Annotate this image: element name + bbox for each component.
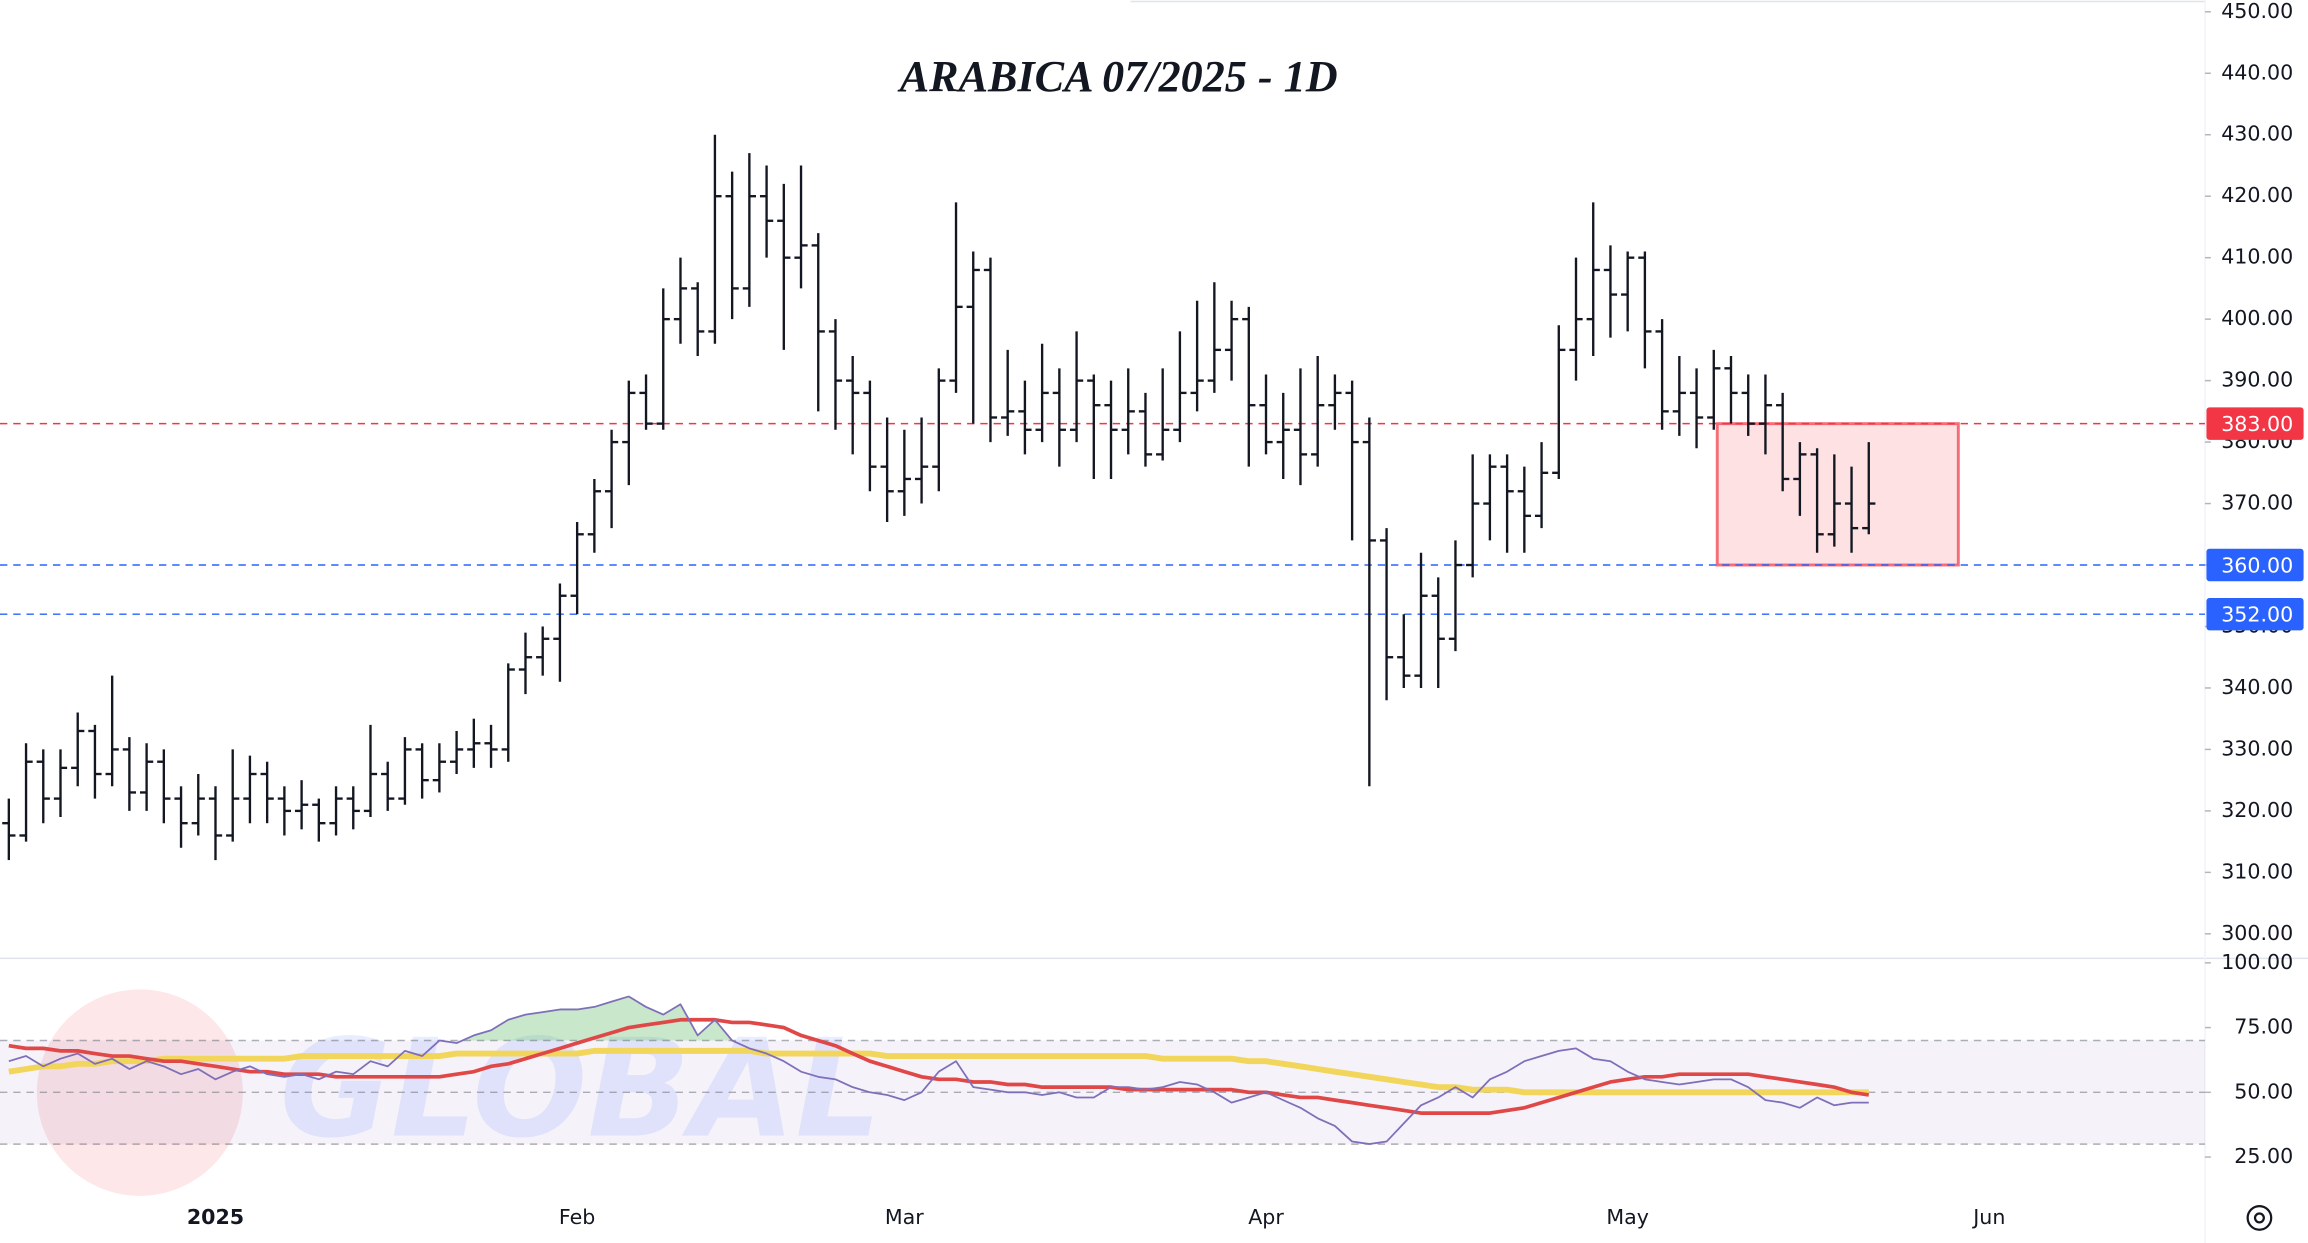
watermark-logo: GLOBAL [36,989,882,1196]
y-tick-label: 440.00 [2221,60,2293,84]
chart-title: ARABICA 07/2025 - 1D [897,52,1338,101]
y-tick-label: 370.00 [2221,491,2293,515]
y-tick-label: 320.00 [2221,798,2293,822]
x-tick-label: May [1606,1205,1649,1229]
watermark: GLOBAL [280,1010,882,1168]
y-tick-label: 340.00 [2221,675,2293,699]
y-tick-label: 50.00 [2234,1079,2293,1103]
y-tick-label: 300.00 [2221,921,2293,945]
overbought-fill [462,996,733,1041]
y-tick-label: 310.00 [2221,859,2293,883]
indicator-line [8,1017,1870,1115]
x-tick-label: Apr [1248,1205,1284,1229]
y-tick-label: 100.00 [2221,950,2293,974]
y-tick-label: 430.00 [2221,122,2293,146]
indicator-line [8,1047,1869,1096]
y-tick-label: 390.00 [2221,368,2293,392]
level-label-box [2206,597,2304,631]
y-tick-label: 330.00 [2221,736,2293,760]
x-tick-label: Mar [885,1205,924,1229]
x-tick-label: Jun [1971,1205,2005,1229]
y-tick-label: 400.00 [2221,306,2293,330]
indicator-line [8,995,1869,1145]
settings-icon[interactable] [2246,1205,2273,1231]
y-tick-label: 450.00 [2221,0,2293,23]
level-label-box [2206,407,2304,440]
y-tick-label: 75.00 [2234,1015,2293,1039]
y-tick-label: 410.00 [2221,245,2293,269]
level-label: 383.00 [2221,412,2293,436]
level-label: 352.00 [2221,603,2293,627]
bars [2,134,1876,861]
x-tick-label: 2025 [187,1205,244,1229]
y-tick-label: 25.00 [2234,1144,2293,1168]
level-label: 360.00 [2221,553,2293,577]
x-tick-label: Feb [559,1205,595,1229]
zone-box [1715,422,1960,567]
level-label-box [2206,548,2304,582]
y-tick-label: 420.00 [2221,183,2293,207]
